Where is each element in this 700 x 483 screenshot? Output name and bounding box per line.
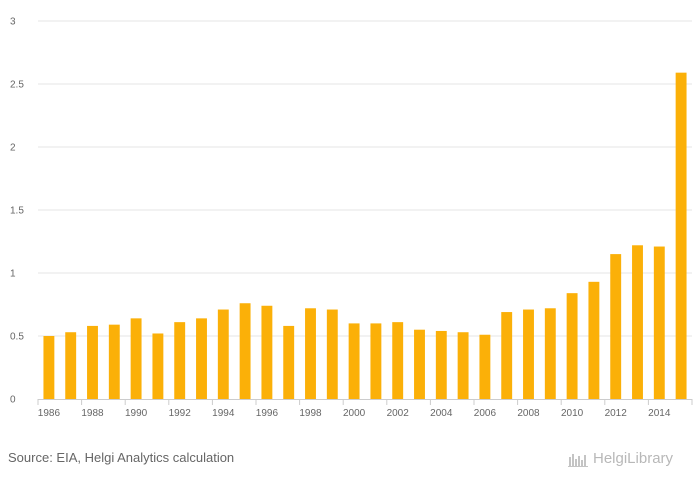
x-tick-label: 2010 [561, 408, 584, 419]
y-tick-label: 3 [10, 17, 16, 28]
bar-1994 [217, 309, 229, 399]
bar-1990 [130, 318, 142, 399]
x-tick-label: 1990 [125, 408, 148, 419]
bar-2008 [523, 309, 534, 399]
bar-2000 [348, 323, 360, 399]
bar-1986 [43, 336, 55, 399]
y-tick-label: 2.5 [10, 80, 24, 91]
bar-2011 [588, 281, 600, 399]
logo-text: HelgiLibrary [593, 450, 674, 467]
bars [43, 72, 687, 399]
bar-2012 [610, 254, 622, 399]
bar-2005 [457, 332, 469, 399]
y-tick-label: 1 [10, 269, 16, 280]
y-tick-label: 1.5 [10, 206, 24, 217]
x-tick-label: 1996 [256, 408, 279, 419]
gridlines [38, 20, 692, 337]
x-tick-label: 2004 [430, 408, 453, 419]
bar-2007 [501, 312, 513, 399]
bar-1993 [196, 318, 207, 399]
y-tick-label: 0.5 [10, 332, 24, 343]
x-tick-label: 1988 [81, 408, 104, 419]
x-tick-label: 1998 [299, 408, 322, 419]
x-tick-label: 2006 [474, 408, 497, 419]
bar-1991 [152, 333, 164, 399]
x-tick-label: 1986 [38, 408, 61, 419]
bar-1989 [108, 324, 120, 399]
bar-2006 [479, 334, 491, 399]
bar-1996 [261, 305, 273, 399]
bar-1992 [174, 322, 186, 399]
x-tick-label: 2012 [605, 408, 628, 419]
bar-2002 [392, 322, 404, 399]
bar-1987 [65, 332, 77, 399]
bar-2009 [544, 308, 556, 399]
bar-2010 [566, 293, 578, 399]
x-tick-label: 2008 [517, 408, 540, 419]
helgi-library-logo: HelgiLibrary [568, 450, 673, 467]
bar-2015 [675, 72, 687, 399]
x-tick-label: 2002 [387, 408, 410, 419]
y-tick-label: 2 [10, 143, 16, 154]
bar-2004 [435, 330, 447, 399]
bar-1999 [326, 309, 338, 399]
bar-2001 [370, 323, 382, 399]
x-tick-label: 2000 [343, 408, 366, 419]
logo-icon [568, 453, 588, 467]
bar-2003 [414, 329, 425, 399]
bar-1995 [239, 303, 251, 399]
y-tick-label: 0 [10, 395, 16, 406]
bar-2014 [653, 246, 665, 399]
bar-chart: 00.511.522.53 1986 1988 1990 1992 1994 1996 19… [10, 17, 693, 419]
y-axis-ticks: 0 0.5 1 1.5 2 2.5 3 [10, 17, 24, 406]
bar-1988 [87, 325, 98, 399]
x-tick-label: 1992 [169, 408, 192, 419]
bar-2013 [632, 245, 643, 399]
source-note: Source: EIA, Helgi Analytics calculation [8, 450, 235, 465]
x-tick-label: 1994 [212, 408, 235, 419]
bar-1998 [305, 308, 316, 399]
x-tick-label: 2014 [648, 408, 671, 419]
bar-1997 [283, 325, 295, 399]
x-axis: 1986 1988 1990 1992 1994 1996 1998 2000 2002 2004… [37, 399, 693, 419]
